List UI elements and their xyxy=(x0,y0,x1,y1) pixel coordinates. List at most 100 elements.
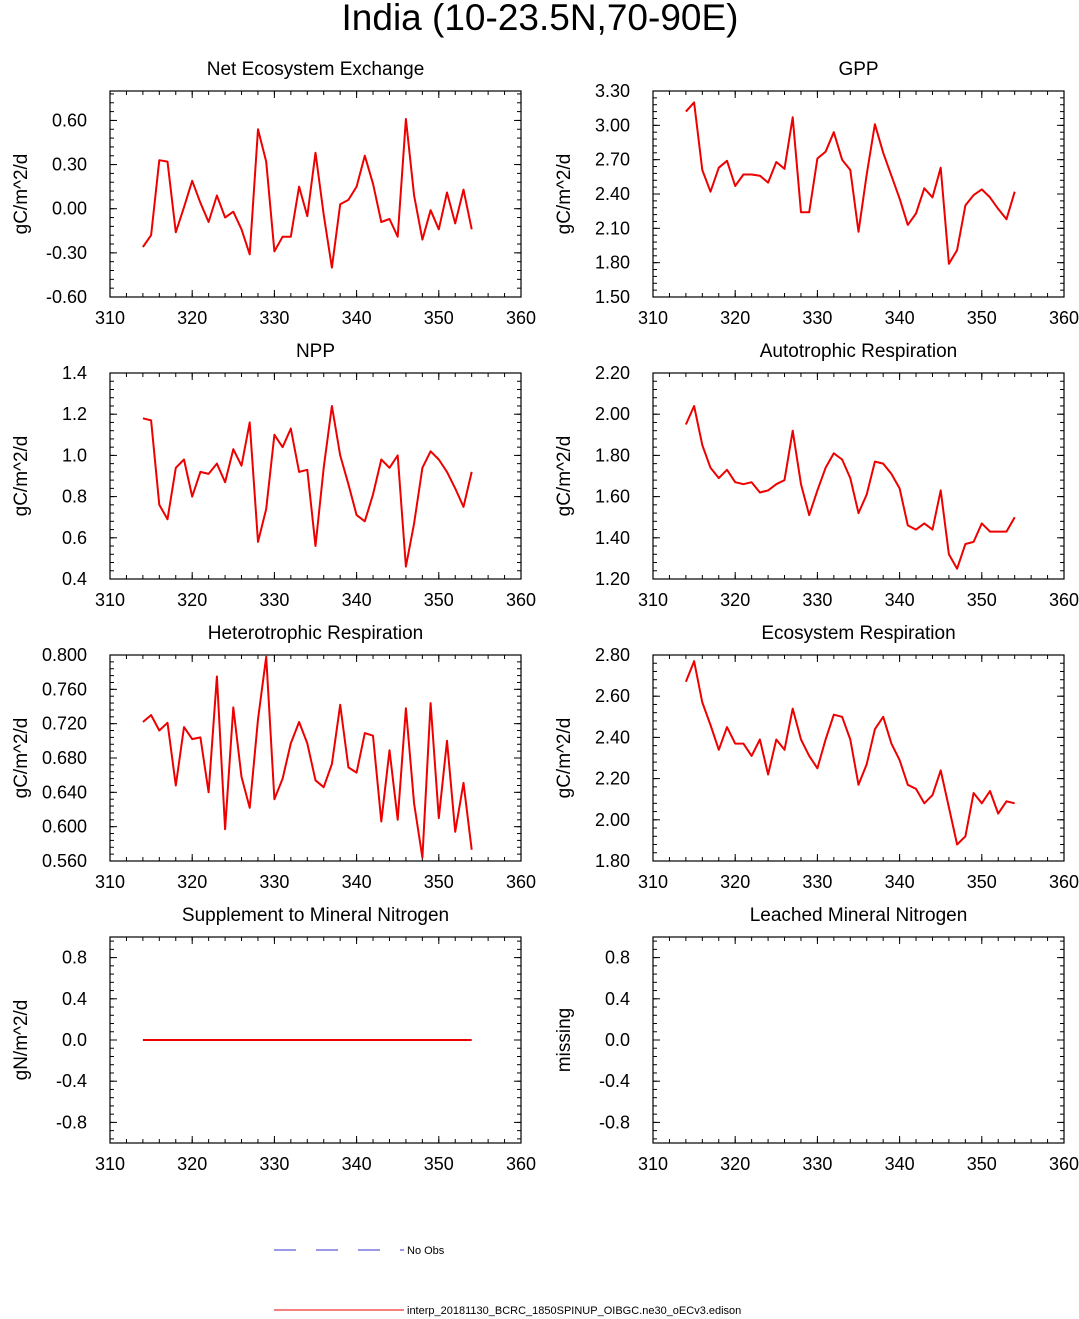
y-tick-label: -0.4 xyxy=(56,1071,87,1091)
y-tick-label: 0.8 xyxy=(62,948,87,968)
y-tick-label: 0.0 xyxy=(62,1030,87,1050)
chart-title: Heterotrophic Respiration xyxy=(208,623,423,644)
x-tick-label: 360 xyxy=(506,1154,536,1174)
x-tick-label: 310 xyxy=(95,590,125,610)
x-tick-label: 320 xyxy=(177,308,207,328)
y-tick-label: 0.600 xyxy=(42,817,87,837)
y-tick-label: 0.560 xyxy=(42,851,87,871)
chart-title: Supplement to Mineral Nitrogen xyxy=(182,905,449,926)
y-tick-label: 3.30 xyxy=(595,81,630,101)
y-tick-label: 1.4 xyxy=(62,363,87,383)
x-tick-label: 330 xyxy=(259,590,289,610)
y-tick-label: 2.00 xyxy=(595,404,630,424)
figure-title: India (10-23.5N,70-90E) xyxy=(342,0,739,38)
x-tick-label: 350 xyxy=(424,308,454,328)
chart-title: Ecosystem Respiration xyxy=(761,623,955,644)
x-tick-label: 360 xyxy=(1049,872,1079,892)
x-tick-label: 340 xyxy=(885,1154,915,1174)
y-axis-label: gC/m^2/d xyxy=(11,154,32,235)
x-tick-label: 350 xyxy=(967,590,997,610)
chart-panel: 310 320 330 340 350 360 0.4 0.6 0.8 1.0 1.2 1.4 NPP g… xyxy=(11,341,536,610)
x-tick-label: 360 xyxy=(1049,590,1079,610)
y-axis-label: gC/m^2/d xyxy=(11,436,32,517)
y-tick-label: 0.6 xyxy=(62,528,87,548)
y-tick-label: 2.00 xyxy=(595,810,630,830)
plot-frame xyxy=(652,654,1065,862)
x-tick-label: 350 xyxy=(967,308,997,328)
x-tick-label: 320 xyxy=(177,872,207,892)
y-tick-label: 1.40 xyxy=(595,528,630,548)
x-tick-label: 320 xyxy=(720,872,750,892)
chart-title: Net Ecosystem Exchange xyxy=(207,59,425,80)
legend: No Obs interp_20181130_BCRC_1850SPINUP_O… xyxy=(274,1245,741,1317)
y-tick-label: 0.760 xyxy=(42,679,87,699)
x-tick-label: 310 xyxy=(95,872,125,892)
x-tick-label: 310 xyxy=(95,308,125,328)
y-tick-label: 0.8 xyxy=(62,487,87,507)
y-tick-label: 0.60 xyxy=(52,110,87,130)
x-tick-label: 340 xyxy=(342,308,372,328)
y-tick-label: 1.80 xyxy=(595,851,630,871)
y-tick-label: 1.80 xyxy=(595,253,630,273)
y-tick-label: -0.8 xyxy=(56,1112,87,1132)
x-tick-label: 350 xyxy=(424,1154,454,1174)
legend-model-label: interp_20181130_BCRC_1850SPINUP_OIBGC.ne… xyxy=(407,1305,741,1317)
plot-frame xyxy=(109,372,522,580)
chart-title: GPP xyxy=(838,59,878,80)
chart-panel: 310 320 330 340 350 360 1.80 2.00 2.20 2.40 2.60 2.… xyxy=(554,623,1079,892)
plot-frame xyxy=(652,372,1065,580)
x-tick-label: 350 xyxy=(424,872,454,892)
x-tick-label: 350 xyxy=(967,1154,997,1174)
chart-title: NPP xyxy=(296,341,335,362)
y-tick-label: 0.0 xyxy=(605,1030,630,1050)
series-line xyxy=(684,660,1015,846)
x-tick-label: 320 xyxy=(720,590,750,610)
x-tick-label: 310 xyxy=(638,590,668,610)
y-axis-label: gC/m^2/d xyxy=(554,718,575,799)
x-tick-label: 350 xyxy=(424,590,454,610)
x-tick-label: 320 xyxy=(720,308,750,328)
y-tick-label: 0.8 xyxy=(605,948,630,968)
chart-panel: 310 320 330 340 350 360 1.50 1.80 2.10 2.40 2.70 3.… xyxy=(554,59,1079,328)
y-axis-label: gN/m^2/d xyxy=(11,1000,32,1081)
plot-frame xyxy=(652,90,1065,298)
chart-panel: 310 320 330 340 350 360 0.560 0.600 0.640 0.680 0.… xyxy=(11,623,536,892)
x-tick-label: 330 xyxy=(802,590,832,610)
y-tick-label: 0.4 xyxy=(62,989,87,1009)
x-tick-label: 310 xyxy=(95,1154,125,1174)
x-tick-label: 360 xyxy=(1049,1154,1079,1174)
y-tick-label: 0.640 xyxy=(42,782,87,802)
y-axis-label: gC/m^2/d xyxy=(11,718,32,799)
series-line xyxy=(684,405,1016,570)
x-tick-label: 310 xyxy=(638,872,668,892)
y-axis-label: gC/m^2/d xyxy=(554,154,575,235)
y-tick-label: 0.4 xyxy=(605,989,630,1009)
chart-panel: 310 320 330 340 350 360 -0.60 -0.30 0.00 0.30 0.60… xyxy=(11,59,536,328)
y-tick-label: -0.30 xyxy=(46,243,87,263)
plot-frame xyxy=(109,90,522,298)
y-tick-label: 1.50 xyxy=(595,287,630,307)
x-tick-label: 330 xyxy=(802,1154,832,1174)
panels: 310 320 330 340 350 360-0.60-0.300.000.300.60… xyxy=(11,59,1079,1174)
y-tick-label: 1.20 xyxy=(595,569,630,589)
x-tick-label: 350 xyxy=(967,872,997,892)
chart-panel: 310 320 330 340 350 360 1.20 1.40 1.60 1.80 2.00 2.… xyxy=(554,341,1079,610)
y-tick-label: 0.720 xyxy=(42,714,87,734)
plot-frame xyxy=(652,936,1065,1144)
x-tick-label: 360 xyxy=(1049,308,1079,328)
x-tick-label: 310 xyxy=(638,308,668,328)
x-tick-label: 360 xyxy=(506,872,536,892)
series-line xyxy=(685,101,1016,265)
x-tick-label: 320 xyxy=(177,1154,207,1174)
y-tick-label: 3.00 xyxy=(595,115,630,135)
y-tick-label: 0.680 xyxy=(42,748,87,768)
x-tick-label: 340 xyxy=(342,590,372,610)
y-tick-label: 1.80 xyxy=(595,445,630,465)
y-tick-label: 2.20 xyxy=(595,363,630,383)
x-tick-label: 330 xyxy=(802,308,832,328)
x-tick-label: 330 xyxy=(259,308,289,328)
chart-title: Autotrophic Respiration xyxy=(760,341,958,362)
y-tick-label: 2.40 xyxy=(595,727,630,747)
x-tick-label: 340 xyxy=(885,590,915,610)
